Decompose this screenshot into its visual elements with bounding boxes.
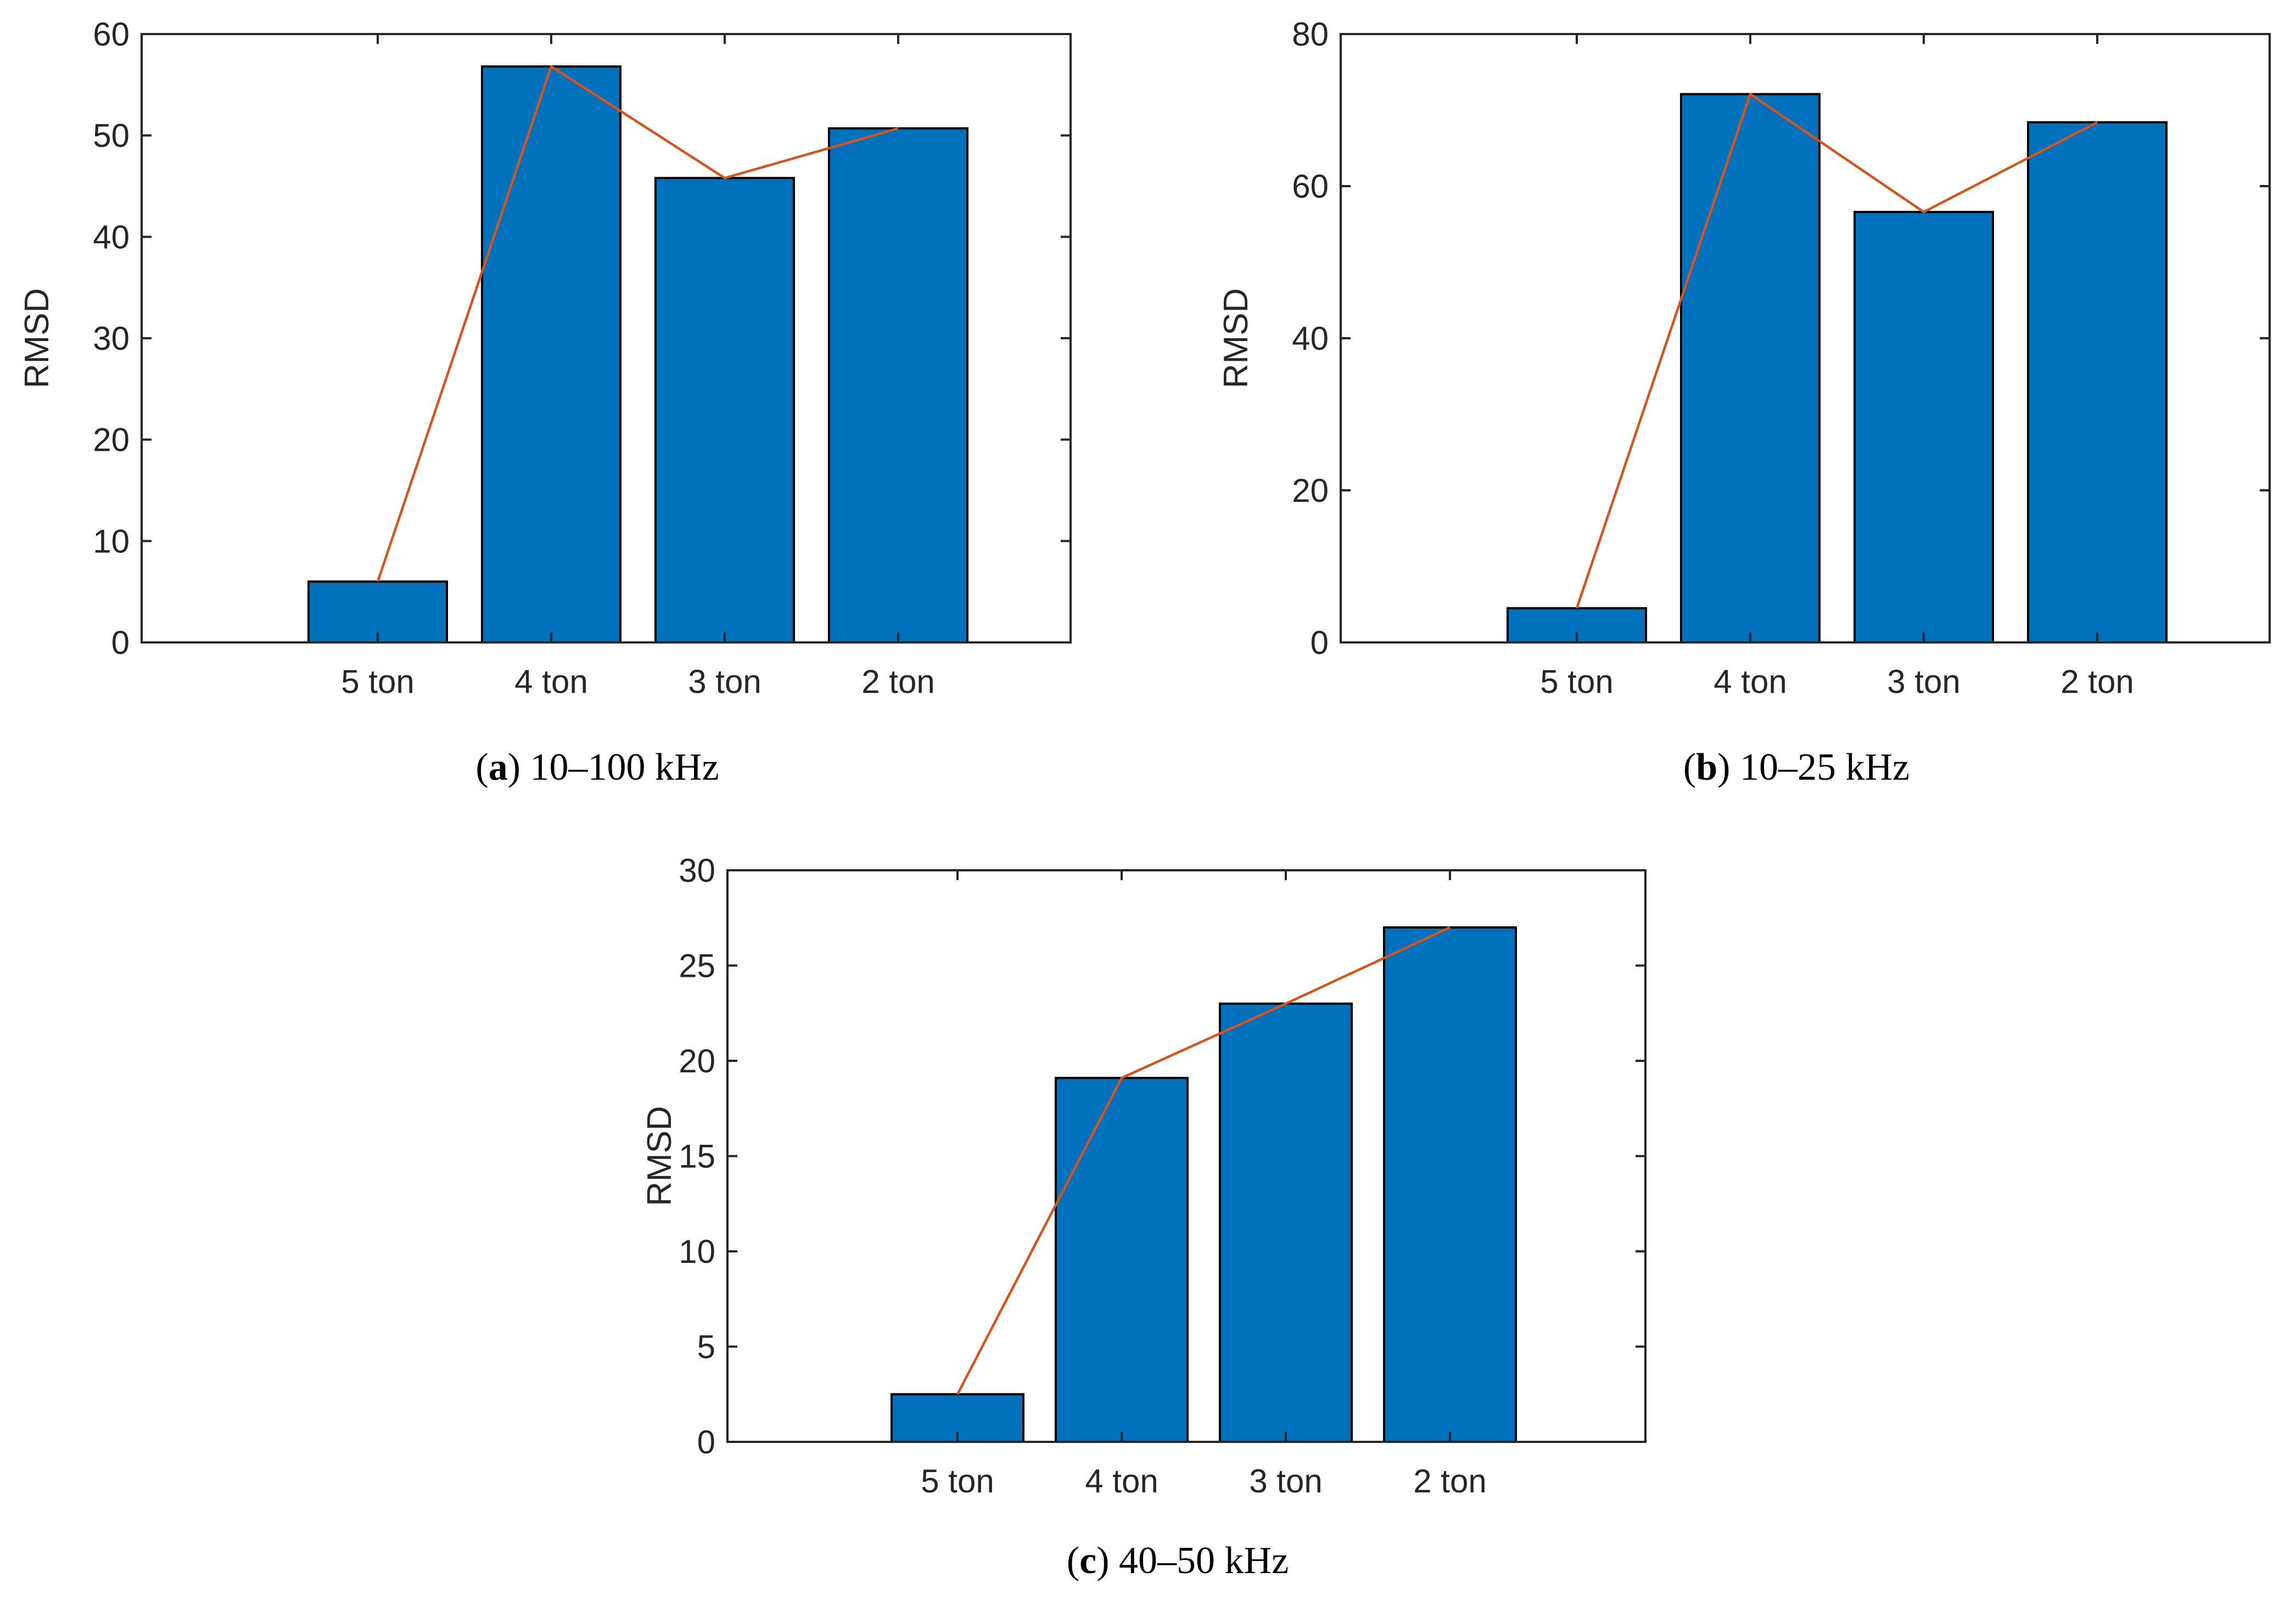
bar-2-ton: [1383, 926, 1517, 1443]
caption-paren-open: (: [1683, 746, 1696, 788]
y-tick-label: 5: [697, 1329, 715, 1366]
y-tick-label: 80: [1292, 16, 1329, 53]
y-tick-label: 40: [1292, 320, 1329, 357]
bar-2-ton: [828, 127, 968, 644]
caption: (a) 10–100 kHz: [475, 746, 719, 788]
caption-letter: a: [489, 746, 508, 788]
y-axis-label: RMSD: [18, 288, 56, 389]
x-tick-label: 5 ton: [1540, 663, 1613, 700]
chart-panel-b: 0 20 40 60 80 5 ton 4 ton 3 ton 2 ton RMSD (b) 10–…: [1217, 16, 2271, 788]
bar-3-ton: [1219, 1002, 1353, 1443]
x-tick-label: 4 ton: [514, 663, 587, 700]
y-tick-label: 30: [679, 852, 715, 889]
y-tick-label: 60: [93, 16, 130, 53]
x-tick-label: 3 ton: [1887, 663, 1960, 700]
caption-paren-close: ): [1096, 1540, 1119, 1582]
y-tick-label: 0: [697, 1424, 715, 1461]
y-tick-label: 10: [679, 1233, 715, 1270]
bar-4-ton: [1055, 1077, 1189, 1443]
y-tick-label: 25: [679, 948, 715, 984]
x-tick-label: 2 ton: [2060, 663, 2133, 700]
x-tick-label: 4 ton: [1713, 663, 1787, 700]
caption-paren-close: ): [1717, 746, 1740, 788]
x-tick-label: 5 ton: [341, 663, 414, 700]
chart-panel-c: 0 5 10 15 20 25 30 5 ton 4 ton 3 ton 2 ton RMSD (c) …: [641, 852, 1647, 1582]
y-tick-label: 20: [1292, 472, 1329, 509]
bar-2-ton: [2027, 121, 2168, 644]
bar-5-ton: [307, 580, 448, 644]
caption-range: 40–50 kHz: [1119, 1540, 1289, 1582]
x-tick-label: 3 ton: [688, 663, 761, 700]
x-tick-label: 5 ton: [921, 1463, 994, 1500]
caption-letter: c: [1079, 1540, 1096, 1582]
y-tick-label: 10: [93, 523, 130, 560]
x-tick-label: 4 ton: [1085, 1463, 1158, 1500]
caption-range: 10–25 kHz: [1740, 746, 1909, 788]
caption-range: 10–100 kHz: [530, 746, 719, 788]
x-tick-label: 2 ton: [1413, 1463, 1486, 1500]
y-tick-label: 50: [93, 118, 130, 154]
x-tick-label: 3 ton: [1249, 1463, 1322, 1500]
y-axis-label: RMSD: [1217, 288, 1255, 389]
series-line: [1575, 93, 2098, 609]
x-tick-label: 2 ton: [861, 663, 934, 700]
caption: (b) 10–25 kHz: [1683, 746, 1909, 788]
y-tick-label: 40: [93, 219, 130, 255]
series-line: [956, 926, 1451, 1395]
caption: (c) 40–50 kHz: [1067, 1540, 1289, 1582]
y-axis-label: RMSD: [641, 1106, 679, 1206]
caption-paren-open: (: [475, 746, 488, 788]
y-tick-label: 60: [1292, 168, 1329, 205]
bar-4-ton: [481, 65, 621, 644]
bar-3-ton: [1853, 211, 1994, 644]
y-tick-label: 15: [679, 1138, 715, 1175]
y-tick-label: 0: [111, 624, 130, 661]
series-line: [376, 65, 899, 582]
y-tick-label: 0: [1311, 624, 1329, 661]
y-tick-label: 30: [93, 320, 130, 357]
y-tick-label: 20: [679, 1043, 715, 1079]
caption-paren-close: ): [508, 746, 530, 788]
bar-3-ton: [654, 177, 795, 644]
y-tick-label: 20: [93, 422, 130, 458]
bar-4-ton: [1680, 93, 1821, 644]
caption-paren-open: (: [1067, 1540, 1079, 1582]
chart-panel-a: 0 10 20 30 40 50 60 5 ton 4 ton 3 ton 2 ton RMSD (a)…: [18, 16, 1072, 788]
caption-letter: b: [1696, 746, 1717, 788]
